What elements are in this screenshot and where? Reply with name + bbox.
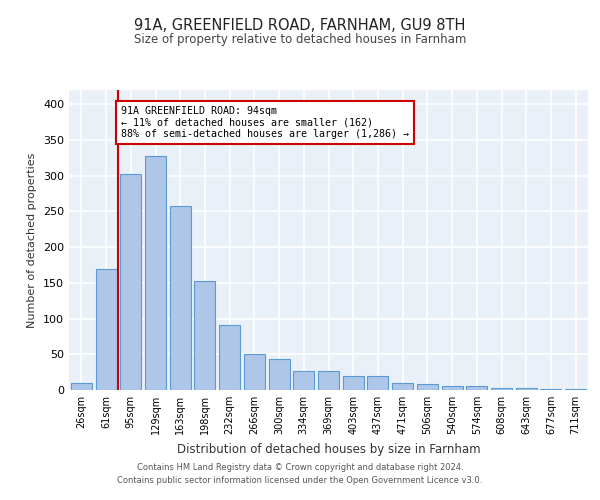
Bar bbox=[417, 384, 438, 390]
Bar bbox=[367, 376, 388, 390]
Bar bbox=[145, 156, 166, 390]
Bar bbox=[466, 386, 487, 390]
Bar bbox=[269, 360, 290, 390]
Bar bbox=[392, 383, 413, 390]
Bar bbox=[318, 370, 339, 390]
Bar bbox=[219, 325, 240, 390]
Y-axis label: Number of detached properties: Number of detached properties bbox=[28, 152, 37, 328]
Bar bbox=[516, 388, 537, 390]
Bar bbox=[491, 388, 512, 390]
Text: Contains HM Land Registry data © Crown copyright and database right 2024.: Contains HM Land Registry data © Crown c… bbox=[137, 464, 463, 472]
Bar bbox=[120, 174, 141, 390]
Text: Size of property relative to detached houses in Farnham: Size of property relative to detached ho… bbox=[134, 32, 466, 46]
X-axis label: Distribution of detached houses by size in Farnham: Distribution of detached houses by size … bbox=[176, 442, 481, 456]
Text: 91A GREENFIELD ROAD: 94sqm
← 11% of detached houses are smaller (162)
88% of sem: 91A GREENFIELD ROAD: 94sqm ← 11% of deta… bbox=[121, 106, 409, 139]
Bar bbox=[170, 206, 191, 390]
Bar bbox=[244, 354, 265, 390]
Bar bbox=[565, 388, 586, 390]
Bar bbox=[95, 268, 116, 390]
Bar bbox=[343, 376, 364, 390]
Bar bbox=[71, 383, 92, 390]
Bar bbox=[541, 388, 562, 390]
Text: Contains public sector information licensed under the Open Government Licence v3: Contains public sector information licen… bbox=[118, 476, 482, 485]
Bar bbox=[293, 370, 314, 390]
Bar bbox=[194, 280, 215, 390]
Text: 91A, GREENFIELD ROAD, FARNHAM, GU9 8TH: 91A, GREENFIELD ROAD, FARNHAM, GU9 8TH bbox=[134, 18, 466, 32]
Bar bbox=[442, 386, 463, 390]
